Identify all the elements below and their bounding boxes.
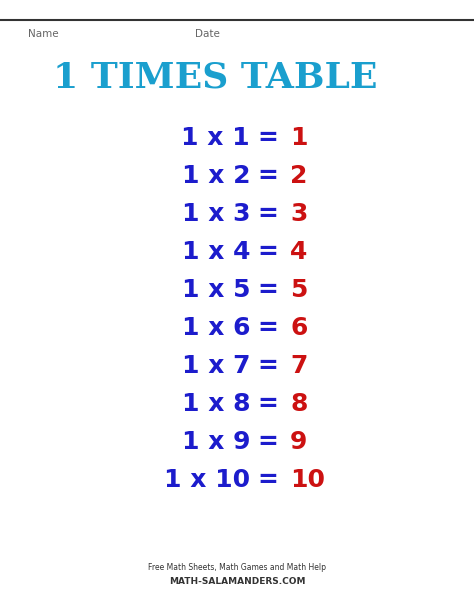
Text: 4: 4 <box>290 240 307 264</box>
Text: 1 x 2: 1 x 2 <box>182 164 250 188</box>
Text: =: = <box>257 430 278 454</box>
Text: =: = <box>257 202 278 226</box>
Text: Date: Date <box>195 29 220 39</box>
Text: =: = <box>257 240 278 264</box>
Text: MATH-SALAMANDERS.COM: MATH-SALAMANDERS.COM <box>169 577 305 587</box>
Text: 1 x 8: 1 x 8 <box>182 392 250 416</box>
Text: 7: 7 <box>290 354 307 378</box>
Text: 1 x 1: 1 x 1 <box>182 126 250 150</box>
Text: 1 x 9: 1 x 9 <box>182 430 250 454</box>
Text: 1 x 5: 1 x 5 <box>182 278 250 302</box>
Text: 5: 5 <box>290 278 307 302</box>
Text: =: = <box>257 392 278 416</box>
Text: =: = <box>257 316 278 340</box>
Text: 1 x 3: 1 x 3 <box>182 202 250 226</box>
Text: =: = <box>257 468 278 492</box>
Text: =: = <box>257 278 278 302</box>
Text: =: = <box>257 126 278 150</box>
Text: Name: Name <box>28 29 59 39</box>
Text: 3: 3 <box>290 202 307 226</box>
Text: 1 x 10: 1 x 10 <box>164 468 250 492</box>
Text: 2: 2 <box>290 164 307 188</box>
Text: 1 TIMES TABLE: 1 TIMES TABLE <box>53 60 377 94</box>
Text: =: = <box>257 354 278 378</box>
Text: =: = <box>257 164 278 188</box>
Text: 6: 6 <box>290 316 307 340</box>
Text: 9: 9 <box>290 430 307 454</box>
Text: 1 x 7: 1 x 7 <box>182 354 250 378</box>
Text: 10: 10 <box>290 468 325 492</box>
Text: Free Math Sheets, Math Games and Math Help: Free Math Sheets, Math Games and Math He… <box>148 563 326 573</box>
Text: 1 x 6: 1 x 6 <box>182 316 250 340</box>
Text: 1: 1 <box>290 126 308 150</box>
Text: 8: 8 <box>290 392 307 416</box>
Text: 1 x 4: 1 x 4 <box>182 240 250 264</box>
